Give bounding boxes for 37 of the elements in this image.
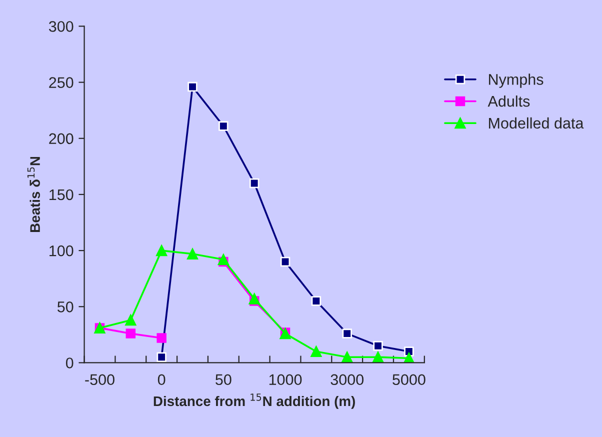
point bbox=[311, 296, 322, 306]
point bbox=[310, 346, 322, 358]
x-tick-label: 1000 bbox=[269, 374, 302, 386]
x-tick-label: 50 bbox=[216, 374, 232, 386]
point bbox=[218, 121, 228, 131]
point bbox=[404, 346, 414, 356]
point bbox=[156, 244, 168, 256]
point bbox=[125, 314, 136, 326]
y-tick-label: 250 bbox=[49, 77, 74, 88]
point bbox=[373, 341, 383, 351]
y-axis-title: Beatis δ$^{15}$N bbox=[27, 156, 40, 232]
point bbox=[156, 333, 166, 343]
point bbox=[126, 328, 136, 338]
point bbox=[156, 352, 166, 362]
y-tick-label: 200 bbox=[49, 133, 74, 144]
point bbox=[342, 328, 352, 338]
x-axis-title: Distance from $^{15}$N addition (m) bbox=[154, 394, 355, 409]
legend-label: Nymphs bbox=[488, 74, 544, 88]
y-tick-label: 150 bbox=[50, 189, 74, 200]
x-tick-label: -500 bbox=[85, 374, 114, 386]
y-tick-label: 0 bbox=[66, 358, 74, 368]
y-tick-label: 300 bbox=[48, 21, 74, 32]
legend-label: Adults bbox=[488, 96, 530, 107]
point bbox=[342, 352, 353, 363]
point bbox=[186, 248, 198, 260]
y-tick-label: 50 bbox=[57, 301, 74, 312]
x-tick-label: 5000 bbox=[392, 374, 426, 386]
legend-label: Modelled data bbox=[488, 117, 584, 129]
point bbox=[218, 254, 229, 266]
x-tick-label: 3000 bbox=[330, 374, 364, 386]
point bbox=[248, 293, 260, 304]
point bbox=[372, 352, 384, 363]
y-tick-label: 100 bbox=[50, 245, 74, 256]
point bbox=[280, 256, 290, 267]
point bbox=[188, 82, 198, 92]
x-tick-label: 0 bbox=[158, 374, 166, 386]
point bbox=[249, 178, 260, 188]
